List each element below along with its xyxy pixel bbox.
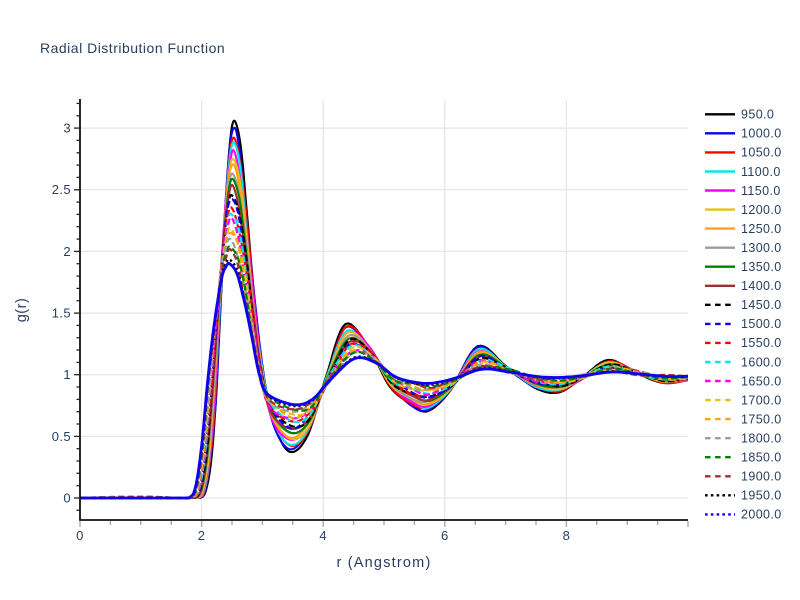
svg-text:6: 6 <box>441 528 449 543</box>
svg-text:2000.0: 2000.0 <box>741 508 782 522</box>
svg-text:1150.0: 1150.0 <box>741 184 781 198</box>
svg-text:1600.0: 1600.0 <box>741 355 782 369</box>
svg-text:2.5: 2.5 <box>52 182 71 197</box>
svg-text:2: 2 <box>63 244 71 259</box>
svg-text:1250.0: 1250.0 <box>741 222 782 236</box>
svg-text:3: 3 <box>63 121 71 136</box>
svg-text:1450.0: 1450.0 <box>741 298 782 312</box>
svg-text:1100.0: 1100.0 <box>741 165 781 179</box>
svg-text:2: 2 <box>198 528 206 543</box>
svg-text:1650.0: 1650.0 <box>741 374 782 388</box>
svg-text:1: 1 <box>63 367 71 382</box>
svg-text:4: 4 <box>319 528 327 543</box>
svg-text:1850.0: 1850.0 <box>741 451 782 465</box>
svg-text:1750.0: 1750.0 <box>741 412 782 426</box>
svg-text:1200.0: 1200.0 <box>741 203 782 217</box>
svg-text:1500.0: 1500.0 <box>741 317 782 331</box>
svg-text:1.5: 1.5 <box>52 306 71 321</box>
svg-text:0: 0 <box>76 528 84 543</box>
svg-text:g(r): g(r) <box>14 298 30 323</box>
svg-text:Radial Distribution Function: Radial Distribution Function <box>40 40 225 56</box>
svg-text:1900.0: 1900.0 <box>741 470 782 484</box>
svg-text:1950.0: 1950.0 <box>741 489 782 503</box>
svg-text:0: 0 <box>63 491 71 506</box>
svg-text:r (Angstrom): r (Angstrom) <box>337 555 432 571</box>
svg-text:1400.0: 1400.0 <box>741 279 782 293</box>
svg-text:1000.0: 1000.0 <box>741 127 782 141</box>
svg-text:950.0: 950.0 <box>741 108 774 122</box>
svg-text:1800.0: 1800.0 <box>741 432 782 446</box>
svg-text:8: 8 <box>563 528 571 543</box>
svg-text:1050.0: 1050.0 <box>741 146 782 160</box>
svg-text:1300.0: 1300.0 <box>741 241 782 255</box>
svg-text:1700.0: 1700.0 <box>741 393 782 407</box>
svg-text:0.5: 0.5 <box>52 429 71 444</box>
svg-text:1350.0: 1350.0 <box>741 260 782 274</box>
svg-text:1550.0: 1550.0 <box>741 336 782 350</box>
